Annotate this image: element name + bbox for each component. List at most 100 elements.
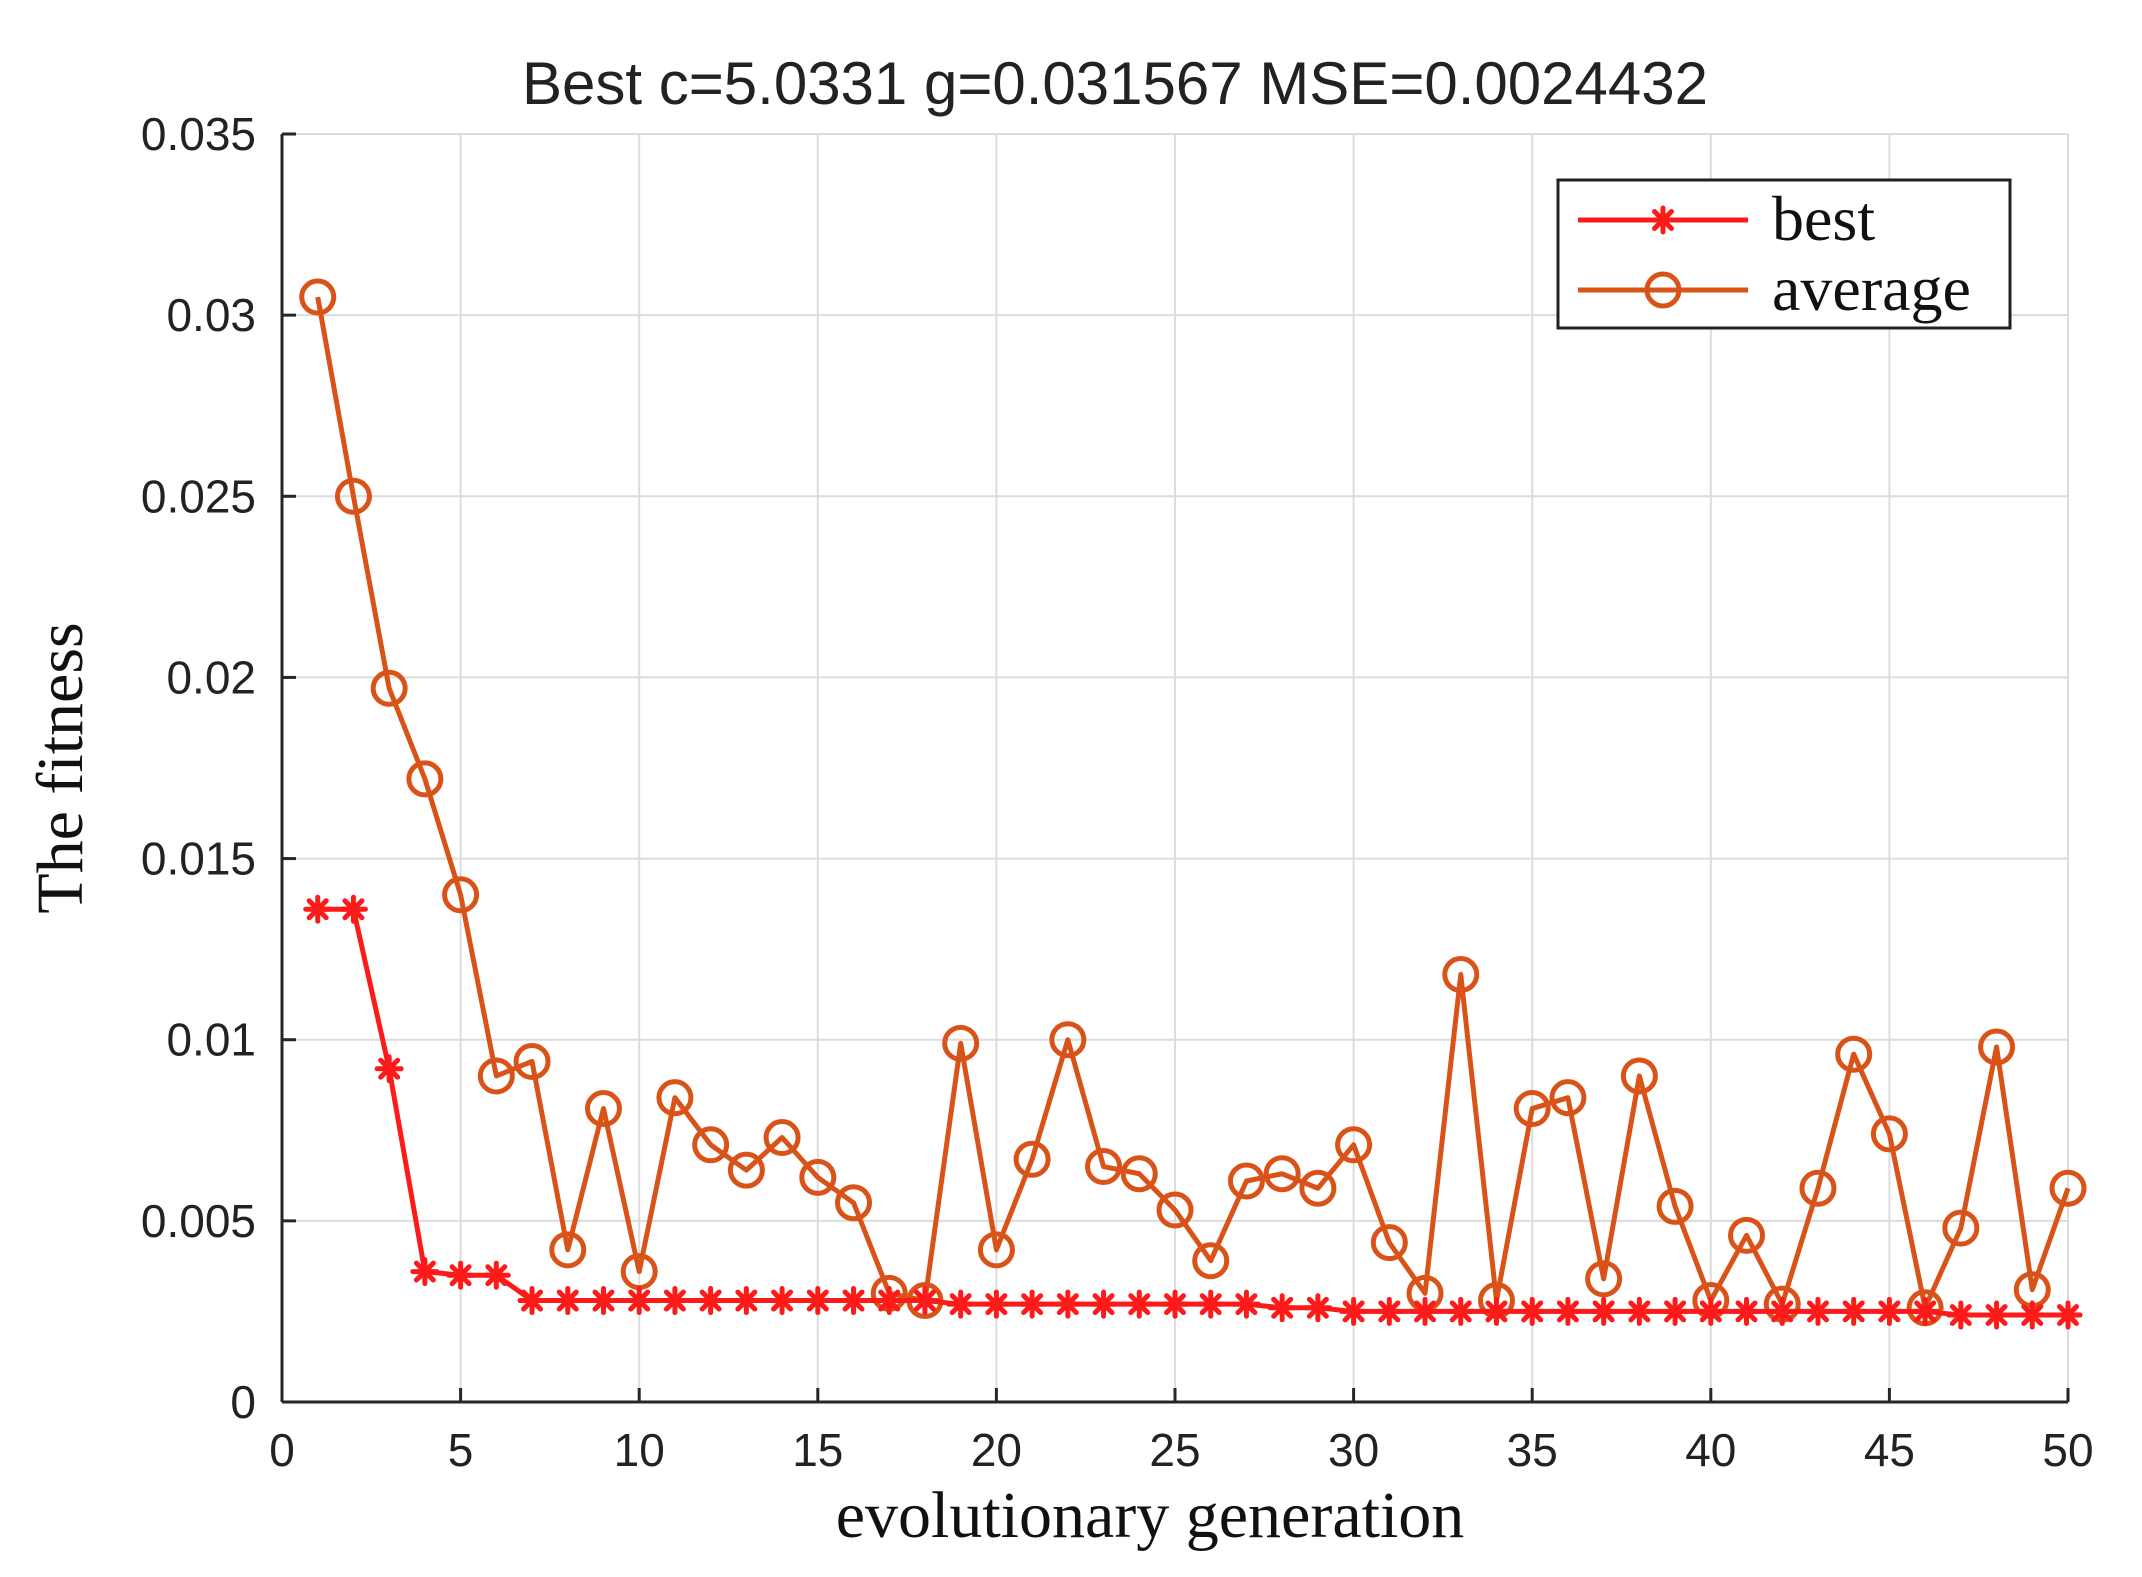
point-best bbox=[374, 1054, 404, 1084]
y-tick-label: 0.035 bbox=[141, 108, 256, 160]
x-tick-label: 15 bbox=[792, 1424, 843, 1476]
x-tick-label: 30 bbox=[1328, 1424, 1379, 1476]
point-best bbox=[1196, 1289, 1226, 1319]
point-best bbox=[660, 1286, 690, 1316]
point-best bbox=[1839, 1296, 1869, 1326]
point-average bbox=[370, 669, 408, 707]
point-average bbox=[406, 760, 444, 798]
point-average bbox=[1549, 1079, 1587, 1117]
point-average bbox=[1513, 1090, 1551, 1128]
point-best bbox=[1517, 1296, 1547, 1326]
legend-label: best bbox=[1772, 183, 1875, 254]
point-average bbox=[442, 876, 480, 914]
x-tick-label: 10 bbox=[614, 1424, 665, 1476]
point-best bbox=[1732, 1296, 1762, 1326]
y-tick-label: 0.005 bbox=[141, 1195, 256, 1247]
point-average bbox=[513, 1042, 551, 1080]
point-best bbox=[1874, 1296, 1904, 1326]
point-best bbox=[803, 1286, 833, 1316]
point-best bbox=[874, 1286, 904, 1316]
legend-marker bbox=[1648, 205, 1678, 235]
point-average bbox=[1263, 1155, 1301, 1193]
point-best bbox=[1553, 1296, 1583, 1326]
point-average bbox=[692, 1126, 730, 1164]
y-tick-label: 0.03 bbox=[166, 289, 256, 341]
point-best bbox=[1624, 1296, 1654, 1326]
point-best bbox=[1160, 1289, 1190, 1319]
point-best bbox=[1231, 1289, 1261, 1319]
x-tick-label: 25 bbox=[1149, 1424, 1200, 1476]
point-average bbox=[1978, 1028, 2016, 1066]
tick-labels: 0 5 10 15 20 25 30 35 40 45 50 0 0.005 0.01 0.015 0.02 0… bbox=[141, 108, 2094, 1476]
x-tick-label: 45 bbox=[1864, 1424, 1915, 1476]
point-average bbox=[656, 1079, 694, 1117]
point-average bbox=[1299, 1169, 1337, 1207]
point-best bbox=[1481, 1296, 1511, 1326]
point-best bbox=[1017, 1289, 1047, 1319]
point-average bbox=[299, 278, 337, 316]
point-best bbox=[1803, 1296, 1833, 1326]
point-best bbox=[303, 894, 333, 924]
point-average bbox=[763, 1119, 801, 1157]
x-tick-label: 50 bbox=[2042, 1424, 2093, 1476]
point-best bbox=[839, 1286, 869, 1316]
point-best bbox=[338, 894, 368, 924]
point-best bbox=[553, 1286, 583, 1316]
point-average bbox=[1835, 1035, 1873, 1073]
point-best bbox=[1589, 1296, 1619, 1326]
point-average bbox=[1585, 1260, 1623, 1298]
point-average bbox=[1870, 1115, 1908, 1153]
point-best bbox=[1660, 1296, 1690, 1326]
series-best bbox=[303, 894, 2083, 1330]
point-best bbox=[946, 1289, 976, 1319]
point-best bbox=[1946, 1300, 1976, 1330]
point-average bbox=[799, 1158, 837, 1196]
point-best bbox=[696, 1286, 726, 1316]
point-best bbox=[2053, 1300, 2083, 1330]
point-best bbox=[1982, 1300, 2012, 1330]
point-best bbox=[446, 1260, 476, 1290]
point-best bbox=[624, 1286, 654, 1316]
point-average bbox=[727, 1151, 765, 1189]
point-average bbox=[549, 1231, 587, 1269]
point-average bbox=[1942, 1209, 1980, 1247]
point-average bbox=[1335, 1126, 1373, 1164]
point-best bbox=[517, 1286, 547, 1316]
point-best bbox=[1267, 1293, 1297, 1323]
point-best bbox=[1124, 1289, 1154, 1319]
point-average bbox=[1442, 956, 1480, 994]
point-best bbox=[1410, 1296, 1440, 1326]
y-tick-label: 0.02 bbox=[166, 651, 256, 703]
data-series bbox=[299, 278, 2087, 1330]
axes bbox=[280, 132, 2070, 1404]
point-average bbox=[2049, 1169, 2087, 1207]
legend-item-best: best bbox=[1578, 183, 1875, 254]
point-best bbox=[2017, 1300, 2047, 1330]
x-tick-label: 40 bbox=[1685, 1424, 1736, 1476]
point-average bbox=[334, 477, 372, 515]
point-average bbox=[1192, 1242, 1230, 1280]
point-average bbox=[584, 1090, 622, 1128]
x-tick-label: 35 bbox=[1507, 1424, 1558, 1476]
point-best bbox=[1446, 1296, 1476, 1326]
y-tick-label: 0.01 bbox=[166, 1014, 256, 1066]
x-tick-label: 0 bbox=[269, 1424, 295, 1476]
point-average bbox=[1728, 1216, 1766, 1254]
point-average bbox=[1227, 1162, 1265, 1200]
y-tick-label: 0.015 bbox=[141, 833, 256, 885]
point-best bbox=[1053, 1289, 1083, 1319]
y-tick-label: 0 bbox=[230, 1376, 256, 1428]
point-average bbox=[1120, 1155, 1158, 1193]
point-average bbox=[477, 1057, 515, 1095]
point-best bbox=[1910, 1296, 1940, 1326]
point-average bbox=[977, 1231, 1015, 1269]
point-best bbox=[1767, 1296, 1797, 1326]
chart-title: Best c=5.0331 g=0.031567 MSE=0.0024432 bbox=[522, 50, 1708, 117]
legend-label: average bbox=[1772, 253, 1971, 324]
point-best bbox=[481, 1260, 511, 1290]
x-tick-label: 20 bbox=[971, 1424, 1022, 1476]
x-tick-label: 5 bbox=[448, 1424, 474, 1476]
point-best bbox=[1339, 1296, 1369, 1326]
point-average bbox=[835, 1184, 873, 1222]
